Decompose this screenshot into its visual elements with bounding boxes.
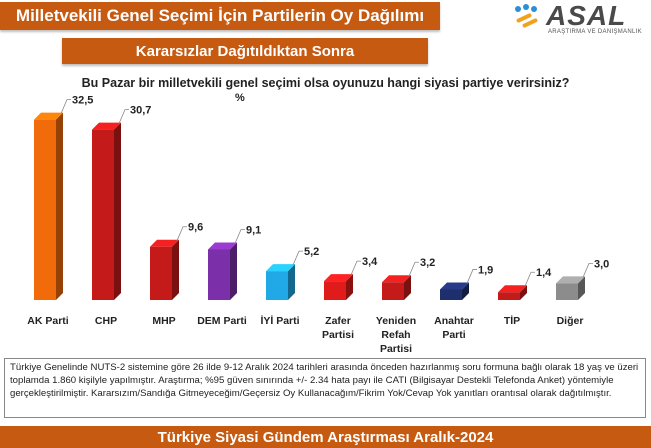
bar [208,249,230,300]
category-label: Diğer [557,315,584,327]
value-label: 3,2 [420,257,435,269]
value-label: 1,4 [536,267,552,279]
bar-side [462,282,469,300]
category-label: Partisi [322,329,354,341]
value-label: 9,6 [188,222,203,234]
category-label: DEM Parti [197,315,247,327]
category-label: Anahtar [434,315,474,327]
logo-name: ASAL [546,0,627,31]
category-label: İYİ Parti [260,314,299,327]
leader-line [292,250,303,266]
bar-side [288,264,295,300]
leader-line [176,226,187,241]
bar-top [208,242,237,250]
bar [556,283,578,300]
category-label: Yeniden [376,315,416,327]
bar [498,292,520,300]
value-label: 3,4 [362,256,378,268]
bar [34,119,56,300]
bar-side [230,242,237,300]
value-label: 9,1 [246,224,261,236]
bar-top [440,282,469,290]
leader-line [60,99,71,114]
bar-side [578,276,585,300]
bar-top [498,285,527,293]
bar-chart: 32,5 AK Parti 30,7 CHP 9,6 MHP 9,1 DEM Parti 5,2… [27,95,609,355]
chart-title: Milletvekili Genel Seçimi İçin Partileri… [0,2,440,30]
bar-side [172,239,179,300]
bar-side [114,122,121,301]
bar-top [266,264,295,272]
leader-line [582,262,593,278]
bar [440,289,462,300]
leader-line [234,229,245,244]
category-label: Refah [381,329,410,341]
value-label: 30,7 [130,105,151,117]
survey-question: Bu Pazar bir milletvekili genel seçimi o… [81,76,570,90]
methodology-text: Türkiye Genelinde NUTS-2 sistemine göre … [10,362,639,399]
value-label: 5,2 [304,246,319,258]
bar [92,129,114,300]
bar-side [346,274,353,300]
category-label: Partisi [380,343,412,355]
category-label: AK Parti [27,315,69,327]
leader-line [118,109,129,124]
bar [324,281,346,300]
leader-line [466,269,477,284]
methodology-note: Türkiye Genelinde NUTS-2 sistemine göre … [4,358,646,418]
category-label: CHP [95,315,117,327]
logo-tagline: ARAŞTIRMA VE DANIŞMANLIK [548,29,642,35]
survey-banner: Türkiye Siyasi Gündem Araştırması Aralık… [0,426,651,448]
chart-subtitle: Kararsızlar Dağıtıldıktan Sonra [62,38,428,64]
bar [382,282,404,300]
asal-logo: ASAL ARAŞTIRMA VE DANIŞMANLIK [512,0,648,36]
value-label: 1,9 [478,264,493,276]
bar [150,246,172,300]
bar-side [404,275,411,300]
bar-top [324,274,353,282]
unit-label: % [235,92,245,104]
bar-side [56,112,63,300]
bar-top [92,122,121,130]
bar [266,271,288,300]
leader-line [524,271,535,287]
bar-top [150,239,179,247]
category-label: Zafer [325,315,351,327]
bar-top [382,275,411,283]
bar-top [556,276,585,284]
logo-mark-icon [515,4,538,28]
category-label: Parti [442,329,465,341]
value-label: 32,5 [72,95,93,107]
leader-line [408,261,419,277]
category-label: TİP [504,314,520,327]
category-label: MHP [152,315,175,327]
value-label: 3,0 [594,258,609,270]
leader-line [350,260,361,276]
bar-side [520,285,527,300]
bar-top [34,112,63,120]
